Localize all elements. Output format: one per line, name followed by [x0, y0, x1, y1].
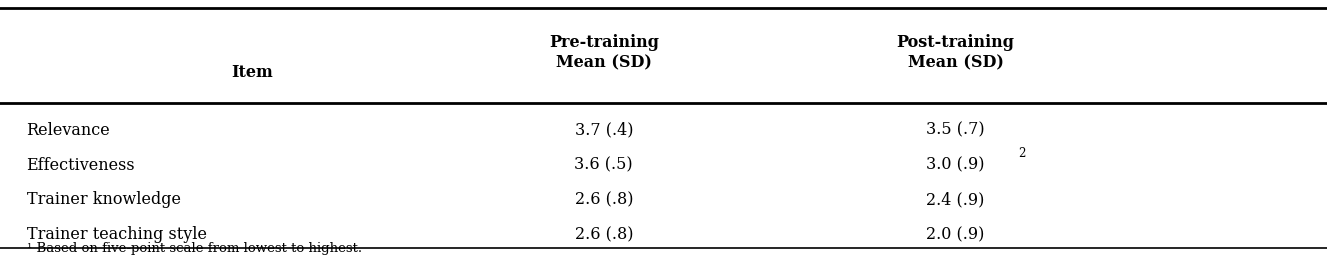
- Text: Post-training
Mean (SD): Post-training Mean (SD): [897, 34, 1014, 72]
- Text: 2.4 (.9): 2.4 (.9): [926, 191, 985, 208]
- Text: 3.6 (.5): 3.6 (.5): [575, 157, 633, 174]
- Text: 2.6 (.8): 2.6 (.8): [575, 226, 633, 243]
- Text: Relevance: Relevance: [27, 122, 110, 139]
- Text: Item: Item: [231, 64, 273, 81]
- Text: 3.0 (.9): 3.0 (.9): [926, 157, 985, 174]
- Text: 2.6 (.8): 2.6 (.8): [575, 191, 633, 208]
- Text: 3.7 (.4): 3.7 (.4): [575, 122, 633, 139]
- Text: Trainer teaching style: Trainer teaching style: [27, 226, 207, 243]
- Text: 2: 2: [1018, 147, 1026, 160]
- Text: ¹ Based on five-point scale from lowest to highest.: ¹ Based on five-point scale from lowest …: [27, 243, 362, 255]
- Text: 2.0 (.9): 2.0 (.9): [926, 226, 985, 243]
- Text: Effectiveness: Effectiveness: [27, 157, 135, 174]
- Text: Trainer knowledge: Trainer knowledge: [27, 191, 180, 208]
- Text: 3.5 (.7): 3.5 (.7): [926, 122, 985, 139]
- Text: Pre-training
Mean (SD): Pre-training Mean (SD): [549, 34, 658, 72]
